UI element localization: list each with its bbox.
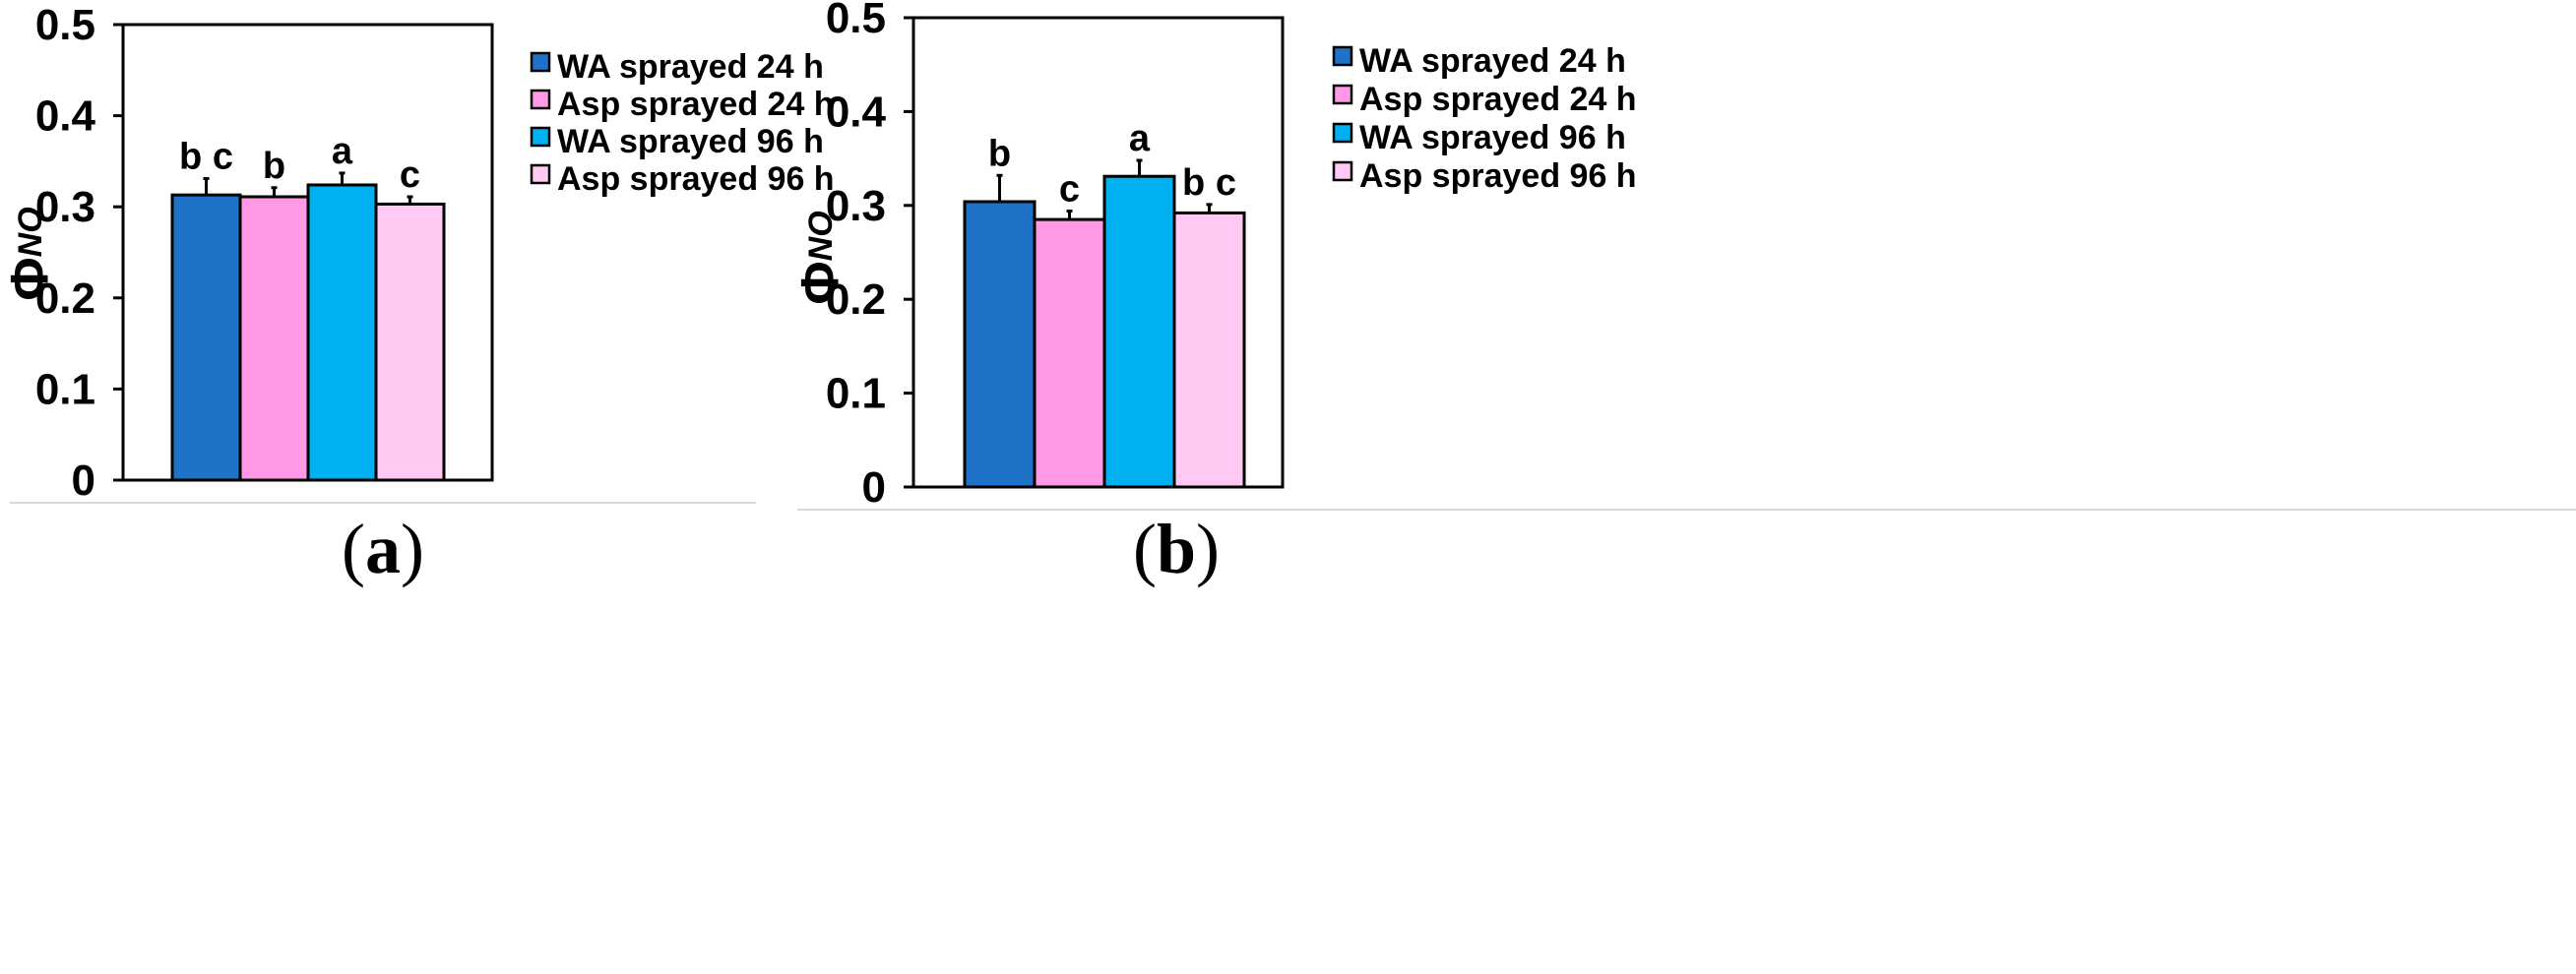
significance-letter: b bbox=[988, 133, 1011, 174]
panel-label-b: (b) bbox=[1133, 510, 1220, 588]
legend-swatch bbox=[1332, 122, 1353, 144]
bars-a: b c b ac bbox=[170, 131, 446, 482]
legend-swatch bbox=[530, 89, 551, 110]
y-tick-label: 0.5 bbox=[826, 0, 886, 42]
legend-swatch bbox=[530, 126, 551, 148]
y-axis-a: 0 0.1 0.2 0.3 0.4 0.5 bbox=[35, 1, 123, 505]
legend-swatch bbox=[530, 51, 551, 73]
y-tick-label: 0.2 bbox=[35, 274, 95, 323]
panel-label-letter-a: a bbox=[365, 510, 401, 588]
panel-label-letter-b: b bbox=[1157, 510, 1196, 588]
legend-swatch bbox=[1332, 160, 1353, 182]
legend-swatch bbox=[1332, 84, 1353, 105]
y-axis-label-phi-a: Φ bbox=[0, 257, 59, 300]
significance-letter: c bbox=[400, 154, 420, 196]
legend-label: WA sprayed 24 h bbox=[1359, 42, 1626, 80]
significance-letter: c bbox=[1059, 169, 1080, 211]
y-axis-label-phi-b: Φ bbox=[790, 261, 849, 304]
bar bbox=[306, 183, 378, 482]
significance-letter: b c bbox=[1182, 162, 1236, 204]
y-tick-label: 0.4 bbox=[826, 88, 887, 136]
legend-label: WA sprayed 96 h bbox=[557, 123, 824, 160]
y-tick-label: 0.3 bbox=[35, 183, 95, 231]
bar bbox=[1033, 217, 1106, 489]
y-tick-label: 0.1 bbox=[35, 365, 95, 413]
y-tick-label: 0 bbox=[72, 457, 95, 505]
bar bbox=[1172, 211, 1246, 489]
y-tick-label: 0.1 bbox=[826, 370, 886, 418]
bar bbox=[170, 193, 242, 482]
significance-letter: a bbox=[332, 131, 353, 172]
legend-label: WA sprayed 96 h bbox=[1359, 119, 1626, 156]
y-axis-b: 0 0.1 0.2 0.3 0.4 0.5 bbox=[826, 0, 913, 512]
bar bbox=[374, 202, 446, 482]
panel-label-a: (a) bbox=[342, 510, 424, 588]
legend-swatch bbox=[530, 163, 551, 185]
chart-panel-b: ΦNO 0 0.1 0.2 0.3 0.4 0.5 b c a b c WA sprayed 2… bbox=[790, 0, 2576, 588]
y-tick-label: 0.2 bbox=[826, 275, 886, 324]
legend-label: Asp sprayed 24 h bbox=[557, 86, 835, 123]
legend-label: Asp sprayed 96 h bbox=[557, 160, 835, 198]
y-axis-label-a: ΦNO bbox=[0, 207, 59, 300]
bar bbox=[1102, 174, 1176, 489]
y-axis-label-b: ΦNO bbox=[790, 211, 849, 304]
y-axis-label-subscript-a: NO bbox=[12, 207, 49, 257]
legend-swatch bbox=[1332, 45, 1353, 67]
y-axis-label-subscript-b: NO bbox=[802, 211, 840, 261]
y-tick-label: 0.3 bbox=[826, 182, 886, 230]
bars-b: b c a b c bbox=[963, 118, 1246, 489]
legend-label: Asp sprayed 96 h bbox=[1359, 157, 1637, 195]
significance-letter: a bbox=[1129, 118, 1151, 159]
y-tick-label: 0 bbox=[862, 463, 886, 512]
legend-label: Asp sprayed 24 h bbox=[1359, 81, 1637, 118]
legend-label: WA sprayed 24 h bbox=[557, 48, 824, 86]
significance-letter: b bbox=[263, 146, 285, 187]
bar bbox=[238, 195, 310, 482]
y-tick-label: 0.5 bbox=[35, 1, 95, 49]
chart-panel-a: ΦNO 0 0.1 0.2 0.3 0.4 0.5 b c b a c WA sprayed 2… bbox=[0, 1, 835, 588]
significance-letter: b c bbox=[179, 136, 233, 177]
y-tick-label: 0.4 bbox=[35, 92, 96, 141]
bar bbox=[963, 200, 1037, 489]
